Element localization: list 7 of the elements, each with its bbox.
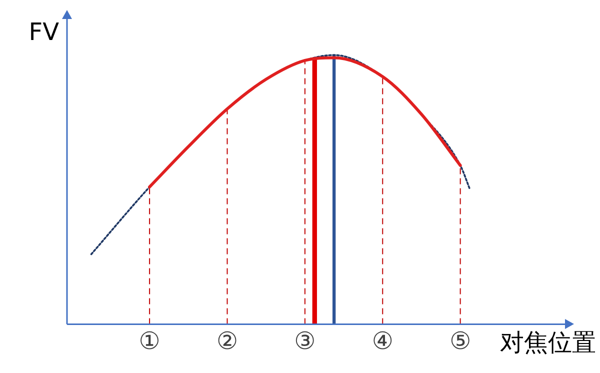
y-axis-title: FV: [28, 18, 60, 46]
x-axis-title: 对焦位置: [500, 328, 596, 356]
x-tick-label: ⑤: [450, 326, 472, 355]
x-tick-label: ④: [372, 326, 394, 355]
x-tick-label: ①: [138, 326, 160, 355]
x-tick-label: ③: [294, 326, 316, 355]
x-tick-label: ②: [216, 326, 238, 355]
